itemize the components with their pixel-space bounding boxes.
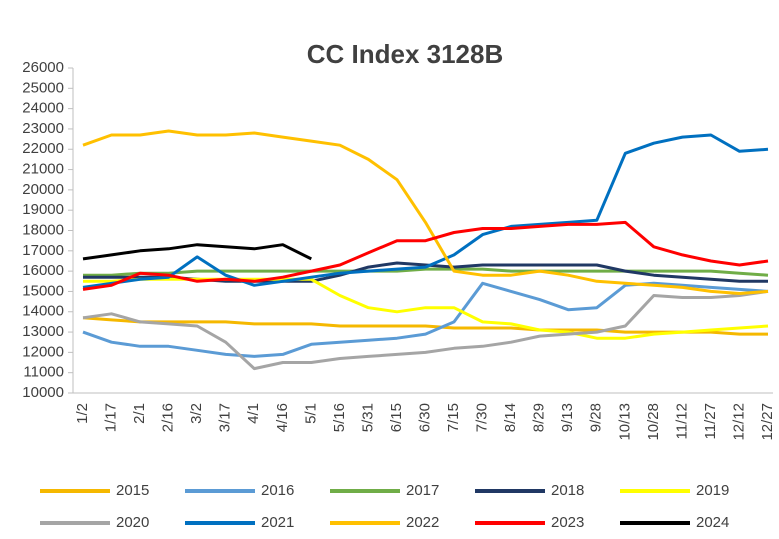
series-line xyxy=(82,289,769,371)
y-tick-label: 25000 xyxy=(22,79,64,96)
y-tick-label: 10000 xyxy=(22,384,64,401)
series-line xyxy=(83,277,769,340)
x-tick-label: 6/30 xyxy=(416,403,433,432)
y-tick-label: 18000 xyxy=(22,221,64,238)
x-tick-label: 11/12 xyxy=(673,403,690,439)
y-tick-label: 22000 xyxy=(22,140,64,157)
x-tick-label: 10/28 xyxy=(645,403,662,441)
legend-label: 2016 xyxy=(261,482,294,499)
x-tick-label: 2/1 xyxy=(131,403,148,424)
y-tick-label: 19000 xyxy=(22,201,64,218)
x-tick-label: 9/28 xyxy=(588,403,605,432)
y-tick-label: 11000 xyxy=(23,364,64,381)
y-tick-label: 16000 xyxy=(22,262,64,279)
x-tick-label: 8/14 xyxy=(502,403,519,432)
x-tick-label: 5/31 xyxy=(359,403,376,432)
y-tick-label: 17000 xyxy=(22,242,64,259)
x-tick-label: 11/27 xyxy=(702,403,719,439)
y-tick-label: 14000 xyxy=(22,303,64,320)
series-line xyxy=(82,243,312,261)
series-line xyxy=(82,133,769,289)
y-tick-label: 24000 xyxy=(22,100,64,117)
chart-title: CC Index 3128B xyxy=(307,39,504,69)
y-tick-label: 12000 xyxy=(22,343,64,360)
series-line xyxy=(82,316,768,336)
x-tick-label: 7/15 xyxy=(445,403,462,432)
legend-label: 2021 xyxy=(261,514,294,531)
x-tick-label: 6/15 xyxy=(388,403,405,432)
x-tick-label: 9/13 xyxy=(559,403,576,432)
x-tick-label: 1/2 xyxy=(74,403,91,424)
x-tick-label: 2/16 xyxy=(160,403,177,432)
legend-label: 2020 xyxy=(116,514,149,531)
x-tick-label: 12/12 xyxy=(730,403,747,441)
series-line xyxy=(82,129,769,295)
series-line xyxy=(82,220,769,291)
x-tick-label: 12/27 xyxy=(759,403,776,441)
x-tick-label: 5/16 xyxy=(331,403,348,432)
x-tick-label: 5/1 xyxy=(302,403,319,424)
y-tick-label: 13000 xyxy=(22,323,64,340)
legend-label: 2018 xyxy=(551,482,584,499)
legend-label: 2015 xyxy=(116,482,149,499)
y-tick-label: 15000 xyxy=(22,282,64,299)
y-tick-label: 23000 xyxy=(22,120,64,137)
legend-label: 2017 xyxy=(406,482,439,499)
y-tick-label: 26000 xyxy=(22,59,64,76)
x-tick-label: 3/2 xyxy=(188,403,205,424)
x-tick-label: 7/30 xyxy=(474,403,491,432)
x-tick-label: 3/17 xyxy=(217,403,234,432)
legend-label: 2019 xyxy=(696,482,729,499)
x-tick-label: 8/29 xyxy=(531,403,548,432)
y-tick-label: 20000 xyxy=(22,181,64,198)
series-line xyxy=(82,281,769,358)
legend-label: 2024 xyxy=(696,514,729,531)
x-tick-label: 1/17 xyxy=(103,403,120,432)
x-tick-label: 4/1 xyxy=(245,403,262,424)
x-tick-label: 10/13 xyxy=(616,403,633,441)
legend-label: 2023 xyxy=(551,514,584,531)
y-tick-label: 21000 xyxy=(22,161,64,178)
legend-label: 2022 xyxy=(406,514,439,531)
series-line xyxy=(83,267,769,277)
x-tick-label: 4/16 xyxy=(274,403,291,432)
